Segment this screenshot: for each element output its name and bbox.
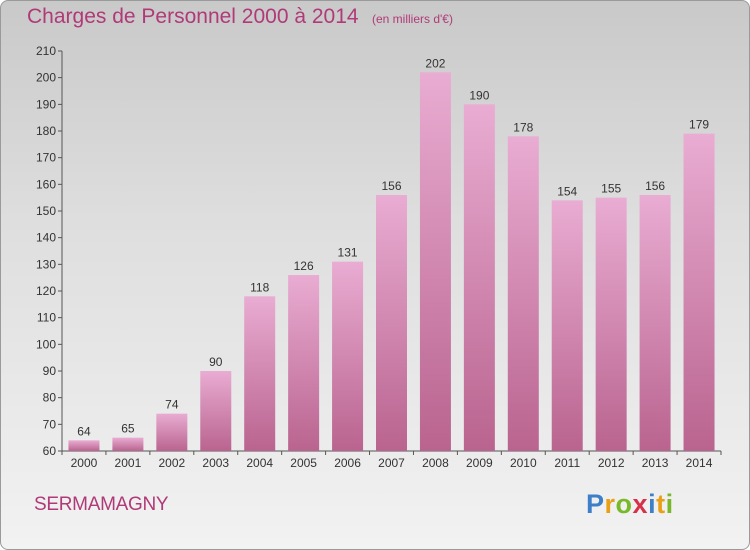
x-tick-label: 2000 xyxy=(71,456,98,470)
bar-value-label: 126 xyxy=(294,259,314,273)
chart-title: Charges de Personnel 2000 à 2014 xyxy=(27,5,359,28)
bar-value-label: 154 xyxy=(557,184,577,198)
y-tick-label: 150 xyxy=(36,204,56,218)
y-tick-label: 160 xyxy=(36,177,56,191)
bar xyxy=(200,371,232,451)
bar xyxy=(112,437,144,451)
y-tick-label: 180 xyxy=(36,124,56,138)
bar-value-label: 90 xyxy=(209,355,223,369)
chart-subtitle: (en milliers d'€) xyxy=(372,12,453,26)
bar-value-label: 190 xyxy=(469,88,489,102)
logo-letter: i xyxy=(648,489,657,519)
x-tick-label: 2001 xyxy=(115,456,142,470)
y-tick-label: 200 xyxy=(36,71,56,85)
logo-letter: i xyxy=(665,489,674,519)
bar-value-label: 156 xyxy=(645,179,665,193)
x-tick-label: 2003 xyxy=(202,456,229,470)
bar-value-label: 74 xyxy=(165,398,179,412)
logo-letter: x xyxy=(632,489,649,519)
y-tick-label: 100 xyxy=(36,337,56,351)
bar xyxy=(419,72,451,451)
commune-name: SERMAMAGNY xyxy=(34,494,169,515)
chart-bars: 64 65 74 90 118 126 131 156 202 190 178 154 155 156 17… xyxy=(68,56,715,452)
bar xyxy=(288,275,320,451)
x-tick-label: 2012 xyxy=(598,456,625,470)
bar xyxy=(376,195,407,451)
logo-letter: o xyxy=(615,489,633,519)
y-tick-label: 190 xyxy=(36,97,56,111)
logo-letter: P xyxy=(586,489,605,519)
x-tick-label: 2005 xyxy=(290,456,317,470)
y-tick-label: 90 xyxy=(43,364,57,378)
x-tick-label: 2008 xyxy=(422,456,449,470)
bar-value-label: 118 xyxy=(250,280,269,294)
bar xyxy=(507,136,539,452)
bar xyxy=(463,104,495,451)
bar-value-label: 131 xyxy=(338,246,358,260)
bar xyxy=(244,296,276,451)
bar-value-label: 179 xyxy=(689,118,709,132)
y-tick-label: 140 xyxy=(36,231,56,245)
bar-value-label: 156 xyxy=(381,179,401,193)
x-tick-label: 2014 xyxy=(686,456,713,470)
bar xyxy=(683,133,715,451)
x-tick-label: 2013 xyxy=(642,456,669,470)
bar-value-label: 202 xyxy=(425,56,445,70)
bar-value-label: 64 xyxy=(77,424,91,438)
logo-letter: r xyxy=(604,489,616,519)
bar xyxy=(639,195,671,451)
bar-value-label: 65 xyxy=(121,422,135,436)
bar xyxy=(68,440,100,451)
y-tick-label: 120 xyxy=(36,284,56,298)
bar-value-label: 155 xyxy=(601,182,621,196)
x-tick-label: 2006 xyxy=(334,456,361,470)
bar xyxy=(551,200,583,451)
y-tick-label: 170 xyxy=(36,151,56,165)
y-tick-label: 80 xyxy=(43,391,57,405)
x-tick-label: 2011 xyxy=(554,456,580,470)
y-tick-label: 130 xyxy=(36,257,56,271)
y-tick-label: 110 xyxy=(37,311,56,325)
bar xyxy=(595,197,627,451)
bar xyxy=(156,413,188,451)
x-tick-label: 2004 xyxy=(246,456,273,470)
y-tick-label: 70 xyxy=(43,417,57,431)
x-tick-label: 2010 xyxy=(510,456,537,470)
x-tick-label: 2007 xyxy=(378,456,405,470)
proxiti-logo: Proxiti xyxy=(586,489,674,520)
x-tick-label: 2009 xyxy=(466,456,493,470)
x-tick-label: 2002 xyxy=(158,456,185,470)
logo-letter: t xyxy=(656,489,666,519)
y-tick-label: 210 xyxy=(36,44,56,58)
bar-value-label: 178 xyxy=(513,120,533,134)
y-tick-label: 60 xyxy=(43,444,57,458)
bar xyxy=(332,261,364,451)
